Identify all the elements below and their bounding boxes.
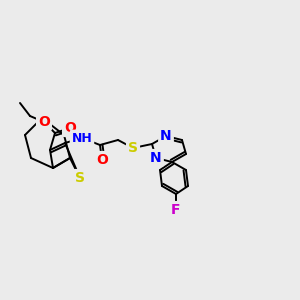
Text: N: N <box>160 129 172 143</box>
Text: F: F <box>171 203 181 217</box>
Text: O: O <box>38 115 50 129</box>
Text: S: S <box>128 141 138 155</box>
Text: O: O <box>64 121 76 135</box>
Text: NH: NH <box>72 131 92 145</box>
Text: O: O <box>96 153 108 167</box>
Text: S: S <box>75 171 85 185</box>
Text: N: N <box>150 151 162 165</box>
